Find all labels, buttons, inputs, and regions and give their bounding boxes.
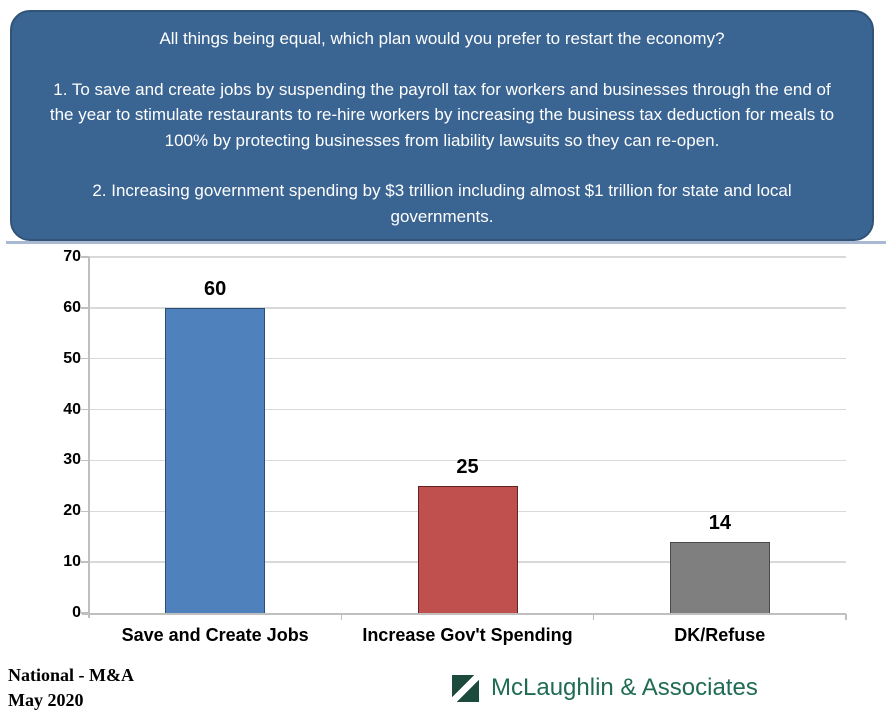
gridline [89, 256, 846, 258]
y-tick-mark [81, 256, 89, 258]
gridline [89, 408, 846, 411]
bar-3 [669, 541, 770, 613]
y-tick-label: 0 [72, 604, 81, 621]
y-tick-label: 70 [63, 248, 81, 265]
value-label: 25 [456, 455, 479, 478]
category-label: Save and Create Jobs [121, 625, 309, 645]
gridline [89, 307, 846, 309]
y-tick-mark [81, 561, 89, 563]
y-tick-mark [81, 307, 89, 309]
value-label: 60 [204, 277, 227, 300]
value-label: 14 [708, 511, 731, 534]
header-chart-divider [6, 241, 886, 244]
x-tick-mark [340, 614, 343, 620]
footer-source: National - M&A May 2020 [8, 663, 134, 713]
plot-area: 0 10 20 30 40 50 60 70 60 Save and Create Jobs 25 I… [63, 248, 847, 645]
y-tick-mark [81, 459, 89, 462]
y-tick-mark [81, 357, 89, 360]
question-box: All things being equal, which plan would… [10, 10, 874, 241]
logo-square-icon [452, 674, 479, 702]
bar-1 [165, 307, 266, 613]
y-tick-label: 40 [63, 400, 81, 418]
x-tick-mark [845, 614, 847, 620]
y-tick-label: 60 [63, 298, 81, 316]
gridline [89, 357, 846, 360]
gridline [89, 459, 846, 462]
y-tick-label: 30 [63, 451, 81, 469]
footer-source-line2: May 2020 [8, 690, 84, 710]
x-axis-line [82, 613, 846, 615]
logo-text: McLaughlin & Associates [491, 674, 758, 701]
bar-2 [417, 485, 518, 613]
category-label: DK/Refuse [674, 625, 766, 645]
option2-text: 2. Increasing government spending by $3 … [92, 181, 792, 226]
question-text: All things being equal, which plan would… [159, 29, 725, 48]
y-axis-line [88, 257, 90, 618]
category-label: Increase Gov't Spending [362, 625, 573, 645]
y-tick-mark [81, 408, 89, 411]
x-tick-mark [592, 614, 595, 620]
y-tick-mark [81, 510, 89, 513]
y-tick-label: 50 [63, 349, 81, 367]
company-logo: McLaughlin & Associates [452, 674, 758, 702]
y-tick-label: 10 [63, 553, 81, 571]
footer-source-line1: National - M&A [8, 665, 134, 685]
option1-text: 1. To save and create jobs by suspending… [49, 79, 835, 150]
y-tick-label: 20 [63, 502, 81, 520]
